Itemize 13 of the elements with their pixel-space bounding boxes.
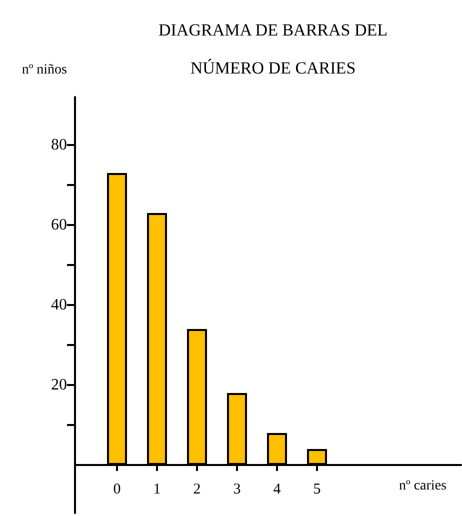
x-tick-label: 4 [273, 482, 282, 498]
chart-title: DIAGRAMA DE BARRAS DEL NÚMERO DE CARIES [158, 20, 388, 78]
y-tick-label: 60 [51, 216, 67, 234]
y-tick-label: 40 [51, 296, 67, 314]
x-tick-label: 5 [313, 482, 321, 498]
x-axis-title: nº caries [399, 478, 446, 494]
x-tick-label: 3 [233, 482, 241, 498]
y-axis-title: nº niños [22, 62, 67, 78]
y-tick-label: 20 [51, 376, 67, 394]
x-tick-label: 2 [193, 482, 201, 498]
x-tick-label: 0 [113, 482, 121, 498]
x-tick-label: 1 [153, 482, 161, 498]
y-tick-label: 80 [51, 136, 67, 154]
